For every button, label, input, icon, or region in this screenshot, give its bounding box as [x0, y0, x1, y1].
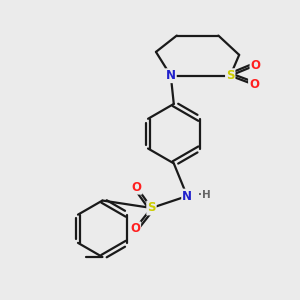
- Text: O: O: [130, 222, 140, 235]
- Text: N: N: [182, 190, 192, 202]
- Text: O: O: [250, 59, 260, 72]
- Text: O: O: [249, 78, 259, 91]
- Text: S: S: [147, 202, 156, 214]
- Text: O: O: [132, 181, 142, 194]
- Text: N: N: [166, 69, 176, 82]
- Text: S: S: [226, 69, 235, 82]
- Text: ·H: ·H: [198, 190, 211, 200]
